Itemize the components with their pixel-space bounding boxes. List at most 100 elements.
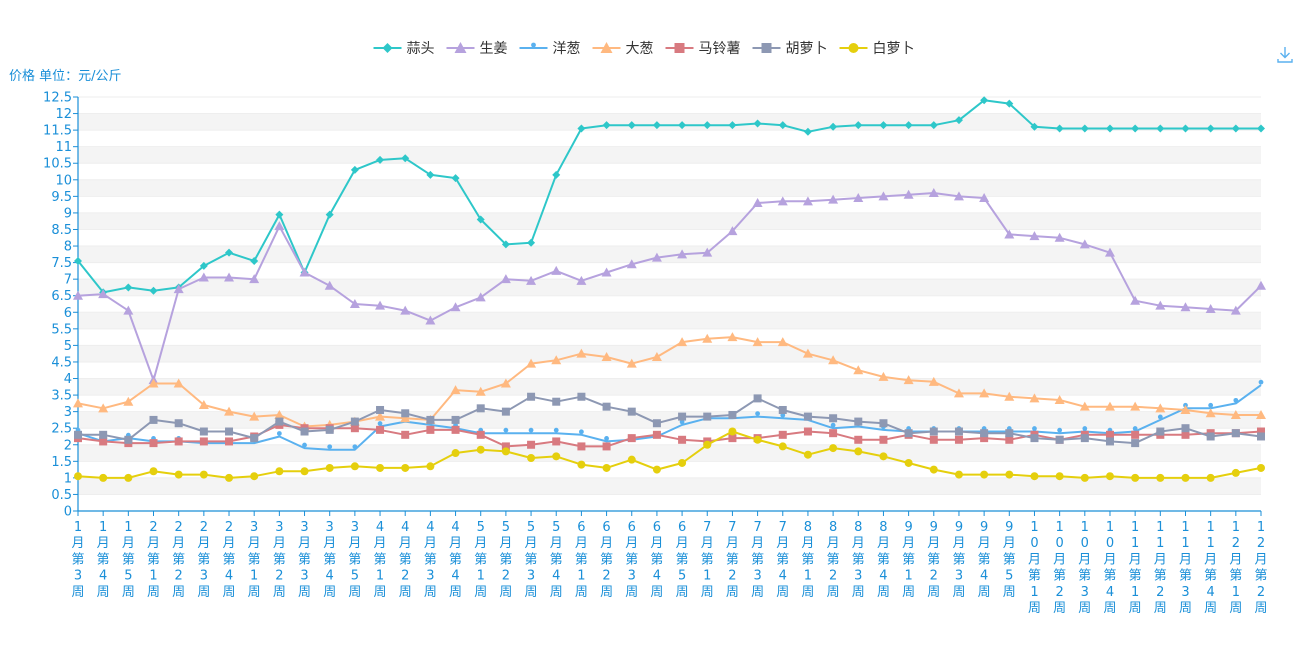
data-point [601, 351, 612, 361]
y-tick-label: 9 [64, 206, 72, 221]
data-point [174, 437, 183, 446]
data-point [225, 427, 234, 436]
data-point [1130, 295, 1141, 305]
y-tick-label: 8.5 [51, 223, 72, 238]
y-tick-label: 10 [55, 173, 72, 188]
x-tick-label: 4 月第 1 周 [374, 520, 387, 600]
data-point [224, 406, 235, 416]
data-point [552, 437, 561, 446]
data-point [1256, 409, 1266, 419]
data-point [853, 365, 864, 375]
data-point [652, 430, 661, 439]
series-line [77, 336, 1261, 428]
x-tick-label: 4 月第 2 周 [399, 520, 412, 600]
grid-band [78, 378, 1261, 396]
data-point [376, 425, 385, 434]
data-point [501, 447, 510, 456]
data-point [124, 473, 133, 482]
data-point [501, 442, 510, 451]
legend-item: 洋葱 [519, 41, 581, 57]
data-point [627, 121, 636, 130]
data-point [275, 417, 284, 426]
data-point [703, 121, 712, 130]
data-point [577, 442, 586, 451]
series-line [77, 430, 1262, 479]
data-point [148, 378, 159, 388]
data-point [728, 410, 737, 419]
data-point [652, 419, 661, 428]
series-胡萝卜 [74, 392, 1265, 448]
data-point [99, 430, 108, 439]
data-point [778, 442, 787, 451]
data-point [350, 417, 359, 426]
x-tick-label: 3 月第 5 周 [348, 520, 361, 600]
data-point [1004, 391, 1015, 401]
data-point [250, 472, 259, 481]
data-point [149, 286, 158, 295]
data-point [325, 210, 334, 219]
data-point [1257, 432, 1265, 441]
data-point [1230, 409, 1241, 419]
data-point [73, 290, 83, 300]
data-point [1104, 247, 1115, 257]
y-tick-label: 1.5 [51, 455, 72, 470]
data-point [980, 429, 989, 438]
data-point [829, 429, 838, 438]
data-point [1105, 124, 1114, 133]
data-point [1230, 305, 1241, 315]
data-point [426, 415, 435, 424]
data-point [753, 435, 762, 444]
data-point [149, 415, 158, 424]
data-point [527, 440, 536, 449]
data-point [500, 274, 511, 284]
legend-label: 蒜头 [407, 41, 435, 57]
data-point [879, 452, 888, 461]
data-point [1105, 437, 1114, 446]
data-point [878, 191, 889, 201]
data-point [225, 473, 234, 482]
data-point [904, 121, 913, 130]
legend-label: 白萝卜 [873, 41, 915, 57]
y-tick-label: 0 [64, 505, 72, 520]
series-line [77, 192, 1262, 382]
data-point [199, 427, 208, 436]
data-point [778, 121, 787, 130]
data-point [854, 447, 863, 456]
data-point [551, 265, 562, 275]
x-tick-label: 7 月第 4 周 [776, 520, 789, 600]
data-point [401, 463, 410, 472]
x-tick-label: 1 2 月第 1 周 [1229, 520, 1242, 616]
x-tick-label: 5 月第 1 周 [474, 520, 487, 600]
data-point [803, 412, 812, 421]
data-point [501, 240, 510, 249]
y-tick-label: 4.5 [51, 355, 72, 370]
data-point [1005, 429, 1014, 438]
data-point [552, 170, 561, 179]
data-point [74, 472, 82, 481]
data-point [577, 392, 586, 401]
x-tick-label: 8 月第 4 周 [877, 520, 890, 600]
data-point [651, 252, 662, 262]
grid-band [78, 146, 1261, 164]
x-tick-label: 7 月第 1 周 [701, 520, 714, 600]
data-point [802, 348, 813, 358]
y-tick-label: 5 [64, 339, 72, 354]
data-point [98, 403, 109, 413]
data-point [1208, 402, 1214, 408]
x-tick-label: 5 月第 4 周 [550, 520, 563, 600]
series-生姜 [73, 188, 1266, 385]
data-point [98, 289, 109, 299]
legend-item: 白萝卜 [839, 41, 915, 57]
data-point [753, 119, 762, 128]
data-point [1131, 473, 1140, 482]
data-point [501, 407, 510, 416]
data-point [454, 42, 467, 53]
x-tick-label: 1 2 月第 2 周 [1254, 520, 1267, 616]
data-point [274, 409, 285, 419]
data-point [350, 424, 359, 433]
download-icon[interactable] [1277, 47, 1293, 63]
data-point [250, 256, 259, 265]
x-tick-label: 2 月第 1 周 [147, 520, 160, 600]
legend-item: 马铃薯 [665, 41, 741, 57]
data-point [1131, 124, 1140, 133]
